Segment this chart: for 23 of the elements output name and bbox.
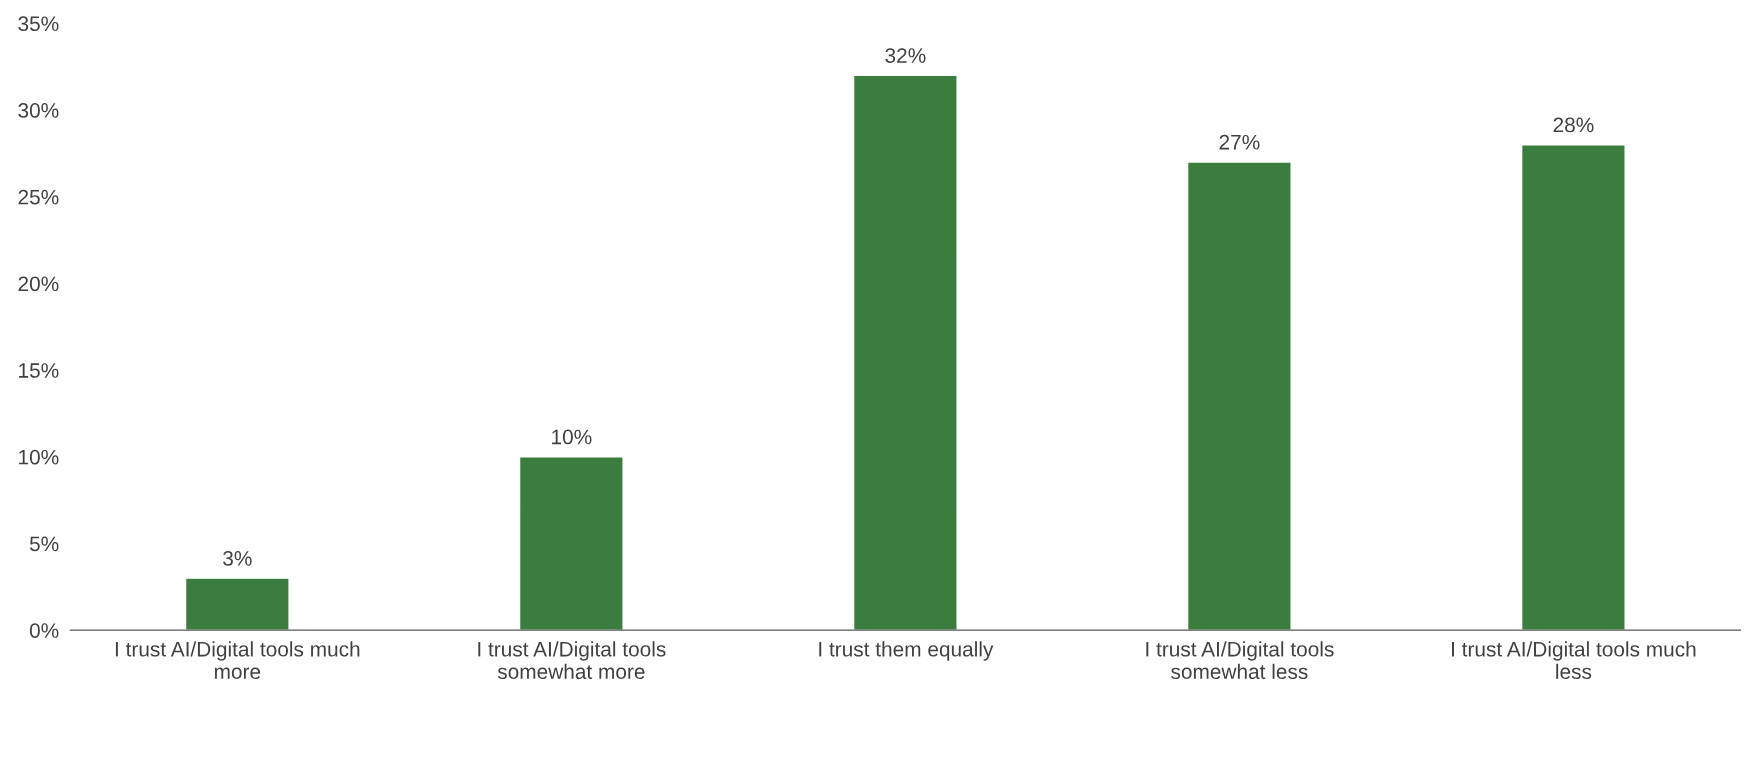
x-tick-label: I trust them equally: [819, 641, 994, 661]
data-label: 3%: [223, 550, 252, 566]
y-tick-label: 25%: [18, 189, 59, 205]
bar: [1520, 144, 1626, 631]
data-label: 28%: [1553, 117, 1594, 133]
x-tick-label: I trust AI/Digital tools much more: [115, 641, 360, 680]
y-tick-label: 0%: [29, 623, 59, 638]
data-label: 32%: [885, 48, 926, 63]
x-tick-label: I trust AI/Digital tools somewhat less: [1146, 641, 1334, 680]
bar: [852, 74, 958, 631]
y-tick-label: 5%: [29, 536, 59, 552]
y-tick-label: 10%: [19, 449, 59, 465]
bar: [518, 456, 624, 631]
bar: [1186, 161, 1292, 631]
y-tick-label: 20%: [18, 276, 59, 292]
y-tick-label: 30%: [18, 103, 59, 118]
bar: [184, 577, 290, 631]
y-tick-label: 15%: [19, 363, 59, 378]
data-label: 27%: [1219, 134, 1260, 150]
x-tick-label: I trust AI/Digital tools much less: [1452, 641, 1696, 680]
y-tick-label: 35%: [18, 16, 59, 32]
data-label: 10%: [552, 429, 592, 445]
x-tick-label: I trust AI/Digital tools somewhat more: [478, 641, 666, 680]
